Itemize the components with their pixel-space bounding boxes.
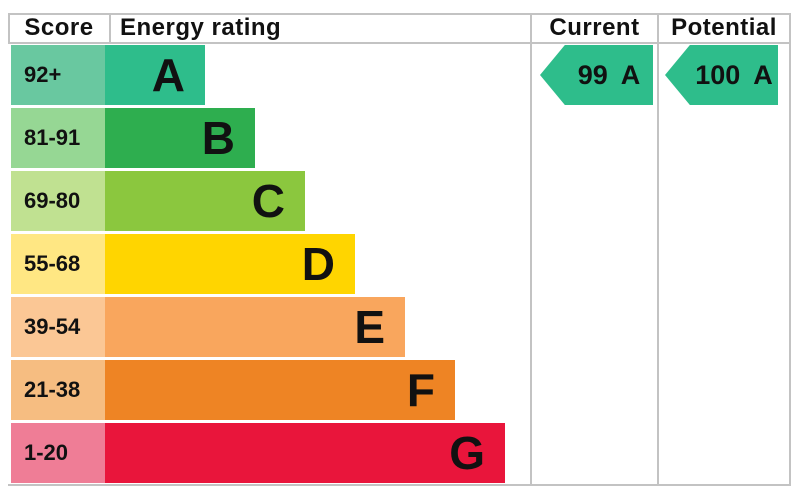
- band-c-bar: C: [105, 171, 305, 231]
- band-d-score-label: 55-68: [24, 251, 81, 276]
- potential-column-separator: [657, 13, 659, 486]
- band-g-bar: G: [105, 423, 505, 483]
- current-rating-text: 99 A: [578, 60, 641, 91]
- band-a-score-label: 92+: [24, 62, 62, 87]
- potential-column-header: Potential: [671, 14, 777, 41]
- band-d-bar: D: [105, 234, 355, 294]
- band-e-score-cell: 39-54: [11, 297, 105, 357]
- potential-rating-value: 100: [695, 59, 741, 90]
- current-rating-arrow: 99 A: [540, 45, 653, 105]
- band-b-score-cell: 81-91: [11, 108, 105, 168]
- band-d-score-cell: 55-68: [11, 234, 105, 294]
- potential-rating-letter: A: [753, 59, 773, 90]
- score-column-separator: [109, 13, 111, 44]
- band-c-letter: C: [251, 175, 285, 227]
- header-bottom-border: [8, 42, 791, 44]
- header-left-border: [8, 13, 10, 44]
- band-a-letter: A: [151, 49, 185, 101]
- current-column-header: Current: [549, 14, 640, 41]
- band-e-bar: E: [105, 297, 405, 357]
- current-column-separator: [530, 13, 532, 486]
- band-b-bar: B: [105, 108, 255, 168]
- band-f-score-cell: 21-38: [11, 360, 105, 420]
- band-b-letter: B: [201, 112, 235, 164]
- band-g-score-label: 1-20: [24, 440, 69, 465]
- current-rating-letter: A: [620, 59, 641, 90]
- band-g-letter: G: [449, 427, 485, 479]
- band-e-score-label: 39-54: [24, 314, 81, 339]
- band-a-score-cell: 92+: [11, 45, 105, 105]
- score-column-header: Score: [24, 14, 94, 41]
- band-e-letter: E: [354, 301, 385, 353]
- band-b-score-label: 81-91: [24, 125, 81, 150]
- current-rating-value: 99: [577, 59, 608, 90]
- potential-rating-text: 100 A: [695, 60, 773, 91]
- table-bottom-border: [8, 484, 791, 486]
- band-f-letter: F: [406, 364, 435, 416]
- table-right-border: [789, 13, 791, 486]
- band-c-score-cell: 69-80: [11, 171, 105, 231]
- band-f-score-label: 21-38: [24, 377, 81, 402]
- band-g-score-cell: 1-20: [11, 423, 105, 483]
- band-d-letter: D: [301, 238, 335, 290]
- band-a-bar: A: [105, 45, 205, 105]
- potential-rating-arrow: 100 A: [665, 45, 778, 105]
- energy-rating-column-header: Energy rating: [120, 14, 282, 41]
- table-top-border: [8, 13, 791, 15]
- band-f-bar: F: [105, 360, 455, 420]
- band-c-score-label: 69-80: [24, 188, 81, 213]
